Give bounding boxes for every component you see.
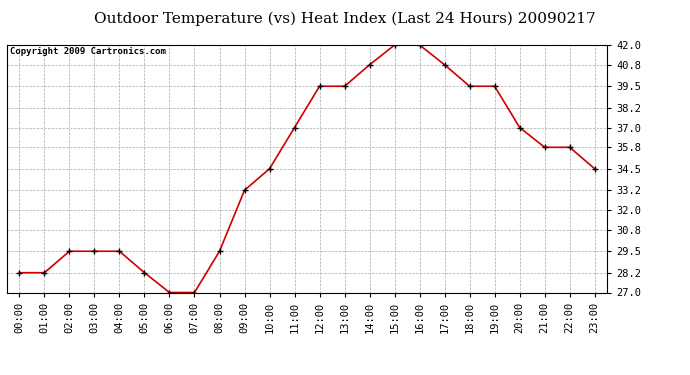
Text: Outdoor Temperature (vs) Heat Index (Last 24 Hours) 20090217: Outdoor Temperature (vs) Heat Index (Las… <box>95 11 595 26</box>
Text: Copyright 2009 Cartronics.com: Copyright 2009 Cartronics.com <box>10 48 166 57</box>
